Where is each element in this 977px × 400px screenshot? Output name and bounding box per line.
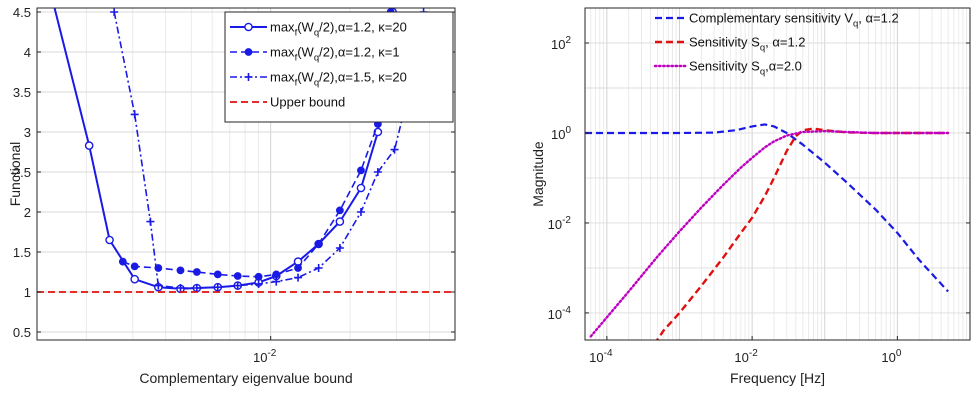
series-2-point — [254, 272, 263, 281]
x-axis-label: Complementary eigenvalue bound — [139, 370, 352, 386]
series-2-point — [357, 166, 365, 175]
series-3-point — [390, 145, 399, 154]
legend-marker — [244, 73, 253, 81]
series-3-point — [110, 8, 119, 16]
series-3-point — [130, 110, 139, 119]
legend-label: maxf(Wq/2),α=1.2, κ=1 — [270, 45, 400, 64]
series-3-point — [146, 217, 155, 226]
series-3-point — [294, 273, 303, 282]
y-axis-label: Functional — [7, 142, 23, 207]
y-tick-label: 1.5 — [13, 245, 31, 260]
x-tick-label: 100 — [881, 348, 901, 365]
series-1-point — [130, 274, 139, 284]
y-tick-label: 4.5 — [13, 5, 31, 20]
series-1 — [585, 123, 949, 293]
series-3-point — [176, 284, 185, 292]
legend-entry-4: Upper bound — [230, 95, 345, 110]
x-tick-labels: 10-4 10-2 100 — [589, 336, 902, 365]
y-tick-labels: 10-4 10-2 100 102 — [548, 35, 970, 322]
x-tick-label: 10-2 — [734, 348, 758, 365]
series-3-point — [356, 208, 365, 216]
y-tick-label: 100 — [551, 125, 571, 142]
legend-label: Complementary sensitivity Vq, α=1.2 — [689, 11, 899, 30]
y-tick-label: 3.5 — [13, 85, 31, 100]
right-chart-panel: 10-4 10-2 100 102 10-4 10-2 100 Frequency [Hz] M… — [530, 7, 971, 386]
series-1-line — [585, 123, 949, 293]
series-3-point — [213, 283, 222, 292]
x-tick-label: 10-4 — [589, 348, 613, 365]
series-2-point — [176, 266, 185, 275]
legend-marker — [244, 48, 253, 56]
legend-entry-1: Complementary sensitivity Vq, α=1.2 — [655, 11, 899, 30]
series-1-point — [84, 141, 94, 150]
series-3 — [110, 8, 428, 292]
legend-label: Upper bound — [270, 95, 345, 110]
left-chart-panel: 0.5 1 1.5 2 2.5 3 3.5 4 4.5 10-2 Complementary eig… — [7, 5, 456, 386]
y-tick-label: 3 — [24, 125, 31, 140]
series-3-line — [589, 129, 950, 338]
series-1-point — [356, 183, 366, 193]
y-tick-label: 102 — [551, 35, 571, 52]
legend-label: maxf(Wq/2),α=1.5, κ=20 — [270, 70, 407, 89]
series-2-point — [233, 272, 242, 280]
series-3 — [589, 129, 950, 338]
legend-label: Sensitivity Sq, α=1.2 — [689, 35, 806, 54]
series-3-point — [314, 264, 323, 272]
series-2-point — [130, 262, 139, 271]
series-3-point — [272, 277, 281, 286]
series-3-line — [113, 11, 425, 289]
y-axis-label: Magnitude — [530, 141, 546, 207]
legend-label: Sensitivity Sq,α=2.0 — [689, 59, 802, 78]
series-2-point — [192, 268, 201, 276]
series-2-point — [213, 270, 222, 279]
legend-entry-2: Sensitivity Sq, α=1.2 — [655, 35, 806, 54]
legend-entry-1: maxf(Wq/2),α=1.2, κ=20 — [230, 20, 407, 39]
y-tick-label: 2 — [24, 205, 31, 220]
series-3-point — [373, 168, 382, 176]
y-tick-label: 10-2 — [548, 215, 572, 232]
legend-marker — [244, 22, 253, 32]
x-tick-labels: 10-2 — [253, 336, 277, 365]
x-tick-label: 10-2 — [253, 348, 277, 365]
axes-box — [36, 7, 456, 341]
series-2 — [118, 8, 395, 281]
axes-box — [584, 7, 971, 341]
legend-label: maxf(Wq/2),α=1.2, κ=20 — [270, 20, 407, 39]
series-2-point — [335, 206, 344, 215]
series-3-point — [254, 280, 263, 288]
series-3-point — [335, 244, 344, 252]
legend-box — [224, 11, 454, 123]
y-tick-label: 0.5 — [13, 325, 31, 340]
y-tick-label: 2.5 — [13, 165, 31, 180]
y-tick-label: 1 — [24, 285, 31, 300]
legend-entry-3: Sensitivity Sq,α=2.0 — [653, 59, 802, 78]
plot-area — [585, 123, 950, 340]
legend: maxf(Wq/2),α=1.2, κ=20 maxf(Wq/2),α=1.2, … — [224, 11, 454, 123]
legend-entry-3: maxf(Wq/2),α=1.5, κ=20 — [230, 70, 407, 89]
series-2 — [655, 127, 949, 340]
series-3-point — [233, 281, 242, 290]
y-tick-labels: 0.5 1 1.5 2 2.5 3 3.5 4 4.5 — [13, 5, 455, 340]
series-1-point — [335, 217, 345, 226]
series-2-point — [294, 264, 302, 272]
y-tick-label: 10-4 — [548, 305, 572, 322]
x-axis-label: Frequency [Hz] — [730, 370, 825, 386]
series-2-point — [272, 270, 281, 279]
legend-entry-2: maxf(Wq/2),α=1.2, κ=1 — [230, 45, 400, 64]
legend: Complementary sensitivity Vq, α=1.2 Sensi… — [653, 11, 899, 78]
y-tick-label: 4 — [24, 45, 31, 60]
series-2-line — [655, 127, 949, 340]
series-2-point — [118, 257, 127, 266]
series-3-point — [154, 281, 163, 290]
plot-area — [37, 8, 455, 294]
series-1-point — [105, 235, 114, 245]
series-2-point — [314, 240, 323, 248]
series-3-point — [192, 284, 201, 292]
